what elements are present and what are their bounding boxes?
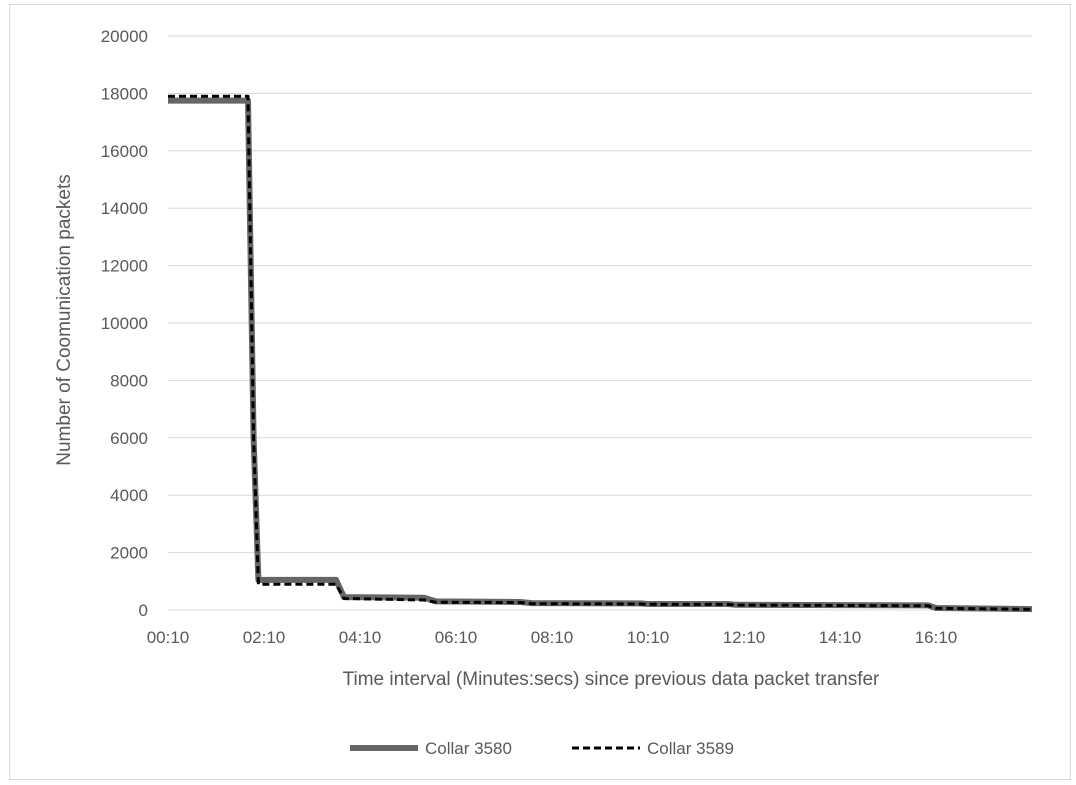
x-tick-label: 00:10 bbox=[147, 628, 190, 647]
x-tick-label: 10:10 bbox=[627, 628, 670, 647]
gridlines bbox=[168, 35, 1032, 611]
y-tick-label: 12000 bbox=[101, 257, 148, 276]
x-tick-label: 14:10 bbox=[819, 628, 862, 647]
series-lines bbox=[168, 94, 1033, 613]
y-tick-label: 0 bbox=[139, 601, 148, 620]
x-tick-label: 02:10 bbox=[243, 628, 286, 647]
y-tick-label: 10000 bbox=[101, 314, 148, 333]
x-axis-ticks: 00:10 02:10 04:10 06:10 08:10 10:10 12:10 14:10… bbox=[147, 628, 958, 647]
legend: Collar 3580 Collar 3589 bbox=[350, 739, 734, 758]
x-tick-label: 08:10 bbox=[531, 628, 574, 647]
y-axis-ticks: 0 2000 4000 6000 8000 10000 12000 14000 16000 180… bbox=[101, 27, 148, 620]
y-tick-label: 14000 bbox=[101, 199, 148, 218]
y-tick-label: 20000 bbox=[101, 27, 148, 46]
legend-label-1: Collar 3580 bbox=[425, 739, 512, 758]
y-tick-label: 6000 bbox=[110, 429, 148, 448]
y-tick-label: 2000 bbox=[110, 544, 148, 563]
series-line-1 bbox=[168, 97, 1033, 613]
x-tick-label: 06:10 bbox=[435, 628, 478, 647]
y-tick-label: 8000 bbox=[110, 371, 148, 390]
legend-label-2: Collar 3589 bbox=[647, 739, 734, 758]
x-tick-label: 04:10 bbox=[339, 628, 382, 647]
y-axis-title: Number of Coomunication packets bbox=[54, 174, 75, 465]
x-tick-label: 16:10 bbox=[915, 628, 958, 647]
series-line-2 bbox=[168, 94, 1033, 611]
y-tick-label: 4000 bbox=[110, 486, 148, 505]
y-tick-label: 16000 bbox=[101, 142, 148, 161]
x-tick-label: 12:10 bbox=[723, 628, 766, 647]
chart-area bbox=[9, 4, 1071, 780]
x-axis-title: Time interval (Minutes:secs) since previ… bbox=[343, 669, 880, 690]
y-tick-label: 18000 bbox=[101, 84, 148, 103]
